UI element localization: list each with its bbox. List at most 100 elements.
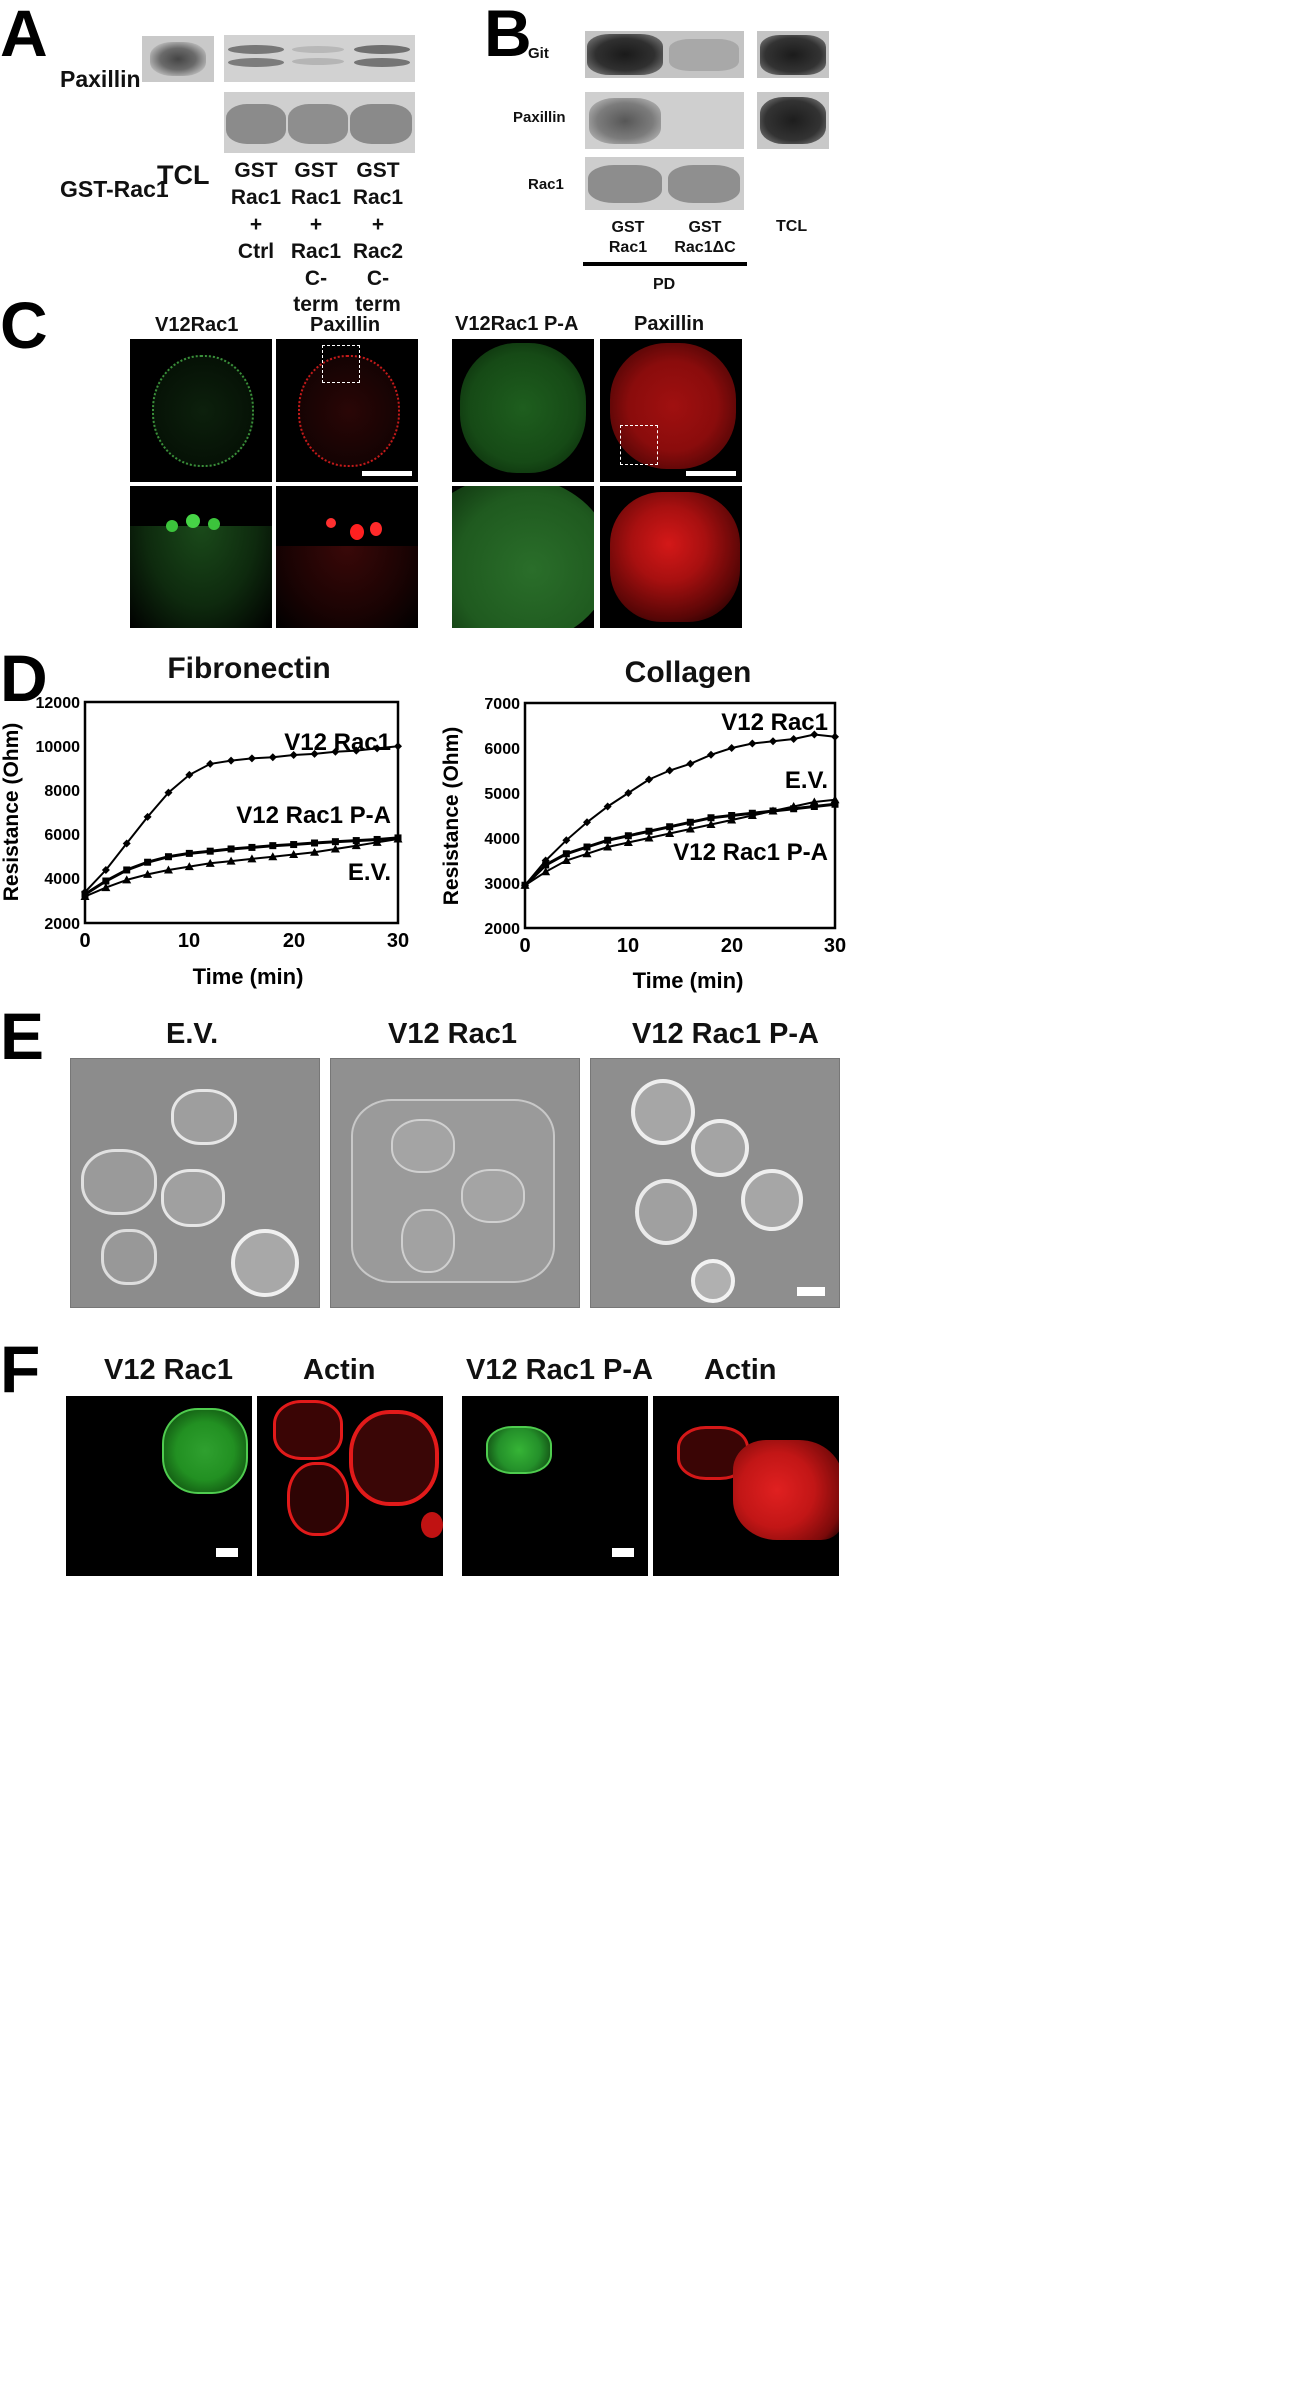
data-point	[747, 811, 757, 819]
x-tick-label: 20	[283, 930, 305, 952]
data-point	[227, 845, 235, 853]
fluorescence-actin-red-1	[257, 1396, 443, 1576]
y-tick-label: 6000	[484, 741, 520, 758]
micrograph-v12rac1-pa-green	[452, 339, 594, 482]
data-point	[268, 753, 277, 762]
phase-title-v12-rac1-pa: V12 Rac1 P-A	[632, 1018, 819, 1050]
fluor-title-v12-rac1: V12 Rac1	[104, 1354, 233, 1386]
panel-label-d: D	[0, 641, 48, 715]
data-point	[583, 843, 591, 851]
data-point	[665, 829, 675, 837]
data-point	[624, 832, 632, 840]
data-point	[247, 754, 256, 763]
blot-row-label-rac1: Rac1	[528, 176, 564, 193]
y-tick-label: 4000	[44, 871, 80, 888]
y-tick-label: 5000	[484, 786, 520, 803]
y-tick-label: 6000	[44, 827, 80, 844]
data-point	[685, 824, 695, 833]
data-point	[769, 737, 777, 746]
series-line-1	[523, 802, 836, 887]
plot-frame	[523, 701, 837, 930]
series-label-ev: E.V.	[785, 767, 828, 794]
data-point	[101, 865, 110, 874]
data-point	[748, 739, 757, 748]
x-tick-label: 30	[387, 930, 409, 952]
x-tick-label: 10	[617, 935, 639, 957]
phase-contrast-v12-rac1	[330, 1058, 580, 1308]
data-point	[645, 827, 653, 835]
x-axis-label: Time (min)	[633, 968, 744, 993]
scale-bar-f	[216, 1548, 238, 1557]
chart-collagen: Collagen 7000 6000 5000 4000 3000 2000 0…	[440, 656, 846, 993]
x-tick-label: 0	[519, 935, 530, 957]
micrograph-paxillin-red-2-zoom	[600, 486, 742, 628]
western-blot-git-tcl	[757, 31, 829, 78]
y-tick-label: 3000	[484, 876, 520, 893]
data-point	[185, 770, 194, 779]
y-axis-label: Resistance (Ohm)	[0, 723, 23, 902]
phase-contrast-v12-rac1-pa	[590, 1058, 840, 1308]
data-point	[728, 812, 736, 819]
western-blot-tcl-paxillin	[142, 36, 214, 82]
data-point	[352, 746, 361, 755]
micrograph-title-paxillin-1: Paxillin	[310, 314, 381, 336]
y-tick-labels: 7000 6000 5000 4000 3000 2000	[484, 696, 520, 938]
micrograph-paxillin-red-zoom	[276, 486, 418, 628]
y-tick-label: 12000	[36, 695, 81, 712]
zoom-region-box	[322, 345, 360, 383]
data-point	[707, 814, 715, 822]
data-point	[143, 869, 153, 878]
data-point	[205, 858, 215, 867]
y-tick-label: 2000	[484, 921, 520, 938]
y-tick-label: 10000	[36, 739, 81, 756]
x-tick-label: 20	[721, 935, 743, 957]
micrograph-title-paxillin-2: Paxillin	[634, 313, 705, 335]
data-point	[789, 802, 799, 810]
western-blot-rac1-pulldown	[585, 157, 744, 210]
data-point	[227, 756, 236, 765]
data-point	[163, 865, 173, 874]
panel-label-f: F	[0, 1332, 41, 1406]
data-point	[185, 849, 193, 857]
data-point	[666, 823, 674, 831]
micrograph-paxillin-red-2	[600, 339, 742, 482]
data-point	[686, 818, 694, 826]
data-point	[289, 751, 298, 760]
data-point	[789, 735, 798, 743]
micrograph-v12rac1-green-zoom	[130, 486, 272, 628]
data-point	[561, 856, 571, 864]
data-point	[810, 803, 818, 810]
data-point	[373, 744, 382, 753]
series-label-ev: E.V.	[348, 859, 391, 886]
data-point	[122, 875, 132, 884]
data-point	[562, 836, 571, 845]
lane-label-tcl-b: TCL	[776, 218, 808, 235]
data-point	[80, 891, 90, 900]
series-group	[80, 742, 403, 900]
fluorescence-v12-rac1-pa-green	[462, 1396, 648, 1576]
x-tick-label: 0	[79, 930, 90, 952]
data-point	[290, 841, 298, 849]
blot-row-label-git: Git	[528, 45, 549, 62]
panel-label-c: C	[0, 288, 48, 362]
data-point	[310, 749, 319, 758]
data-point	[143, 812, 152, 821]
data-point	[122, 839, 131, 848]
series-label-v12-rac1: V12 Rac1	[721, 709, 828, 736]
data-point	[248, 843, 256, 851]
micrograph-paxillin-red-1	[276, 339, 418, 482]
data-point	[562, 850, 570, 858]
scale-bar	[362, 471, 412, 476]
plot-frame	[83, 700, 400, 925]
x-axis-label: Time (min)	[193, 964, 304, 989]
data-point	[268, 852, 278, 861]
series-label-v12-rac1-pa: V12 Rac1 P-A	[236, 802, 391, 829]
chart-fibronectin: Fibronectin 12000 10000 8000 6000 4000 2…	[0, 652, 409, 989]
panel-label-e: E	[0, 999, 45, 1073]
fluor-title-actin-2: Actin	[704, 1354, 777, 1386]
data-point	[289, 849, 299, 858]
data-point	[768, 806, 778, 815]
data-point	[520, 880, 530, 889]
zoom-region-box-2	[620, 425, 658, 465]
data-point	[394, 742, 402, 751]
